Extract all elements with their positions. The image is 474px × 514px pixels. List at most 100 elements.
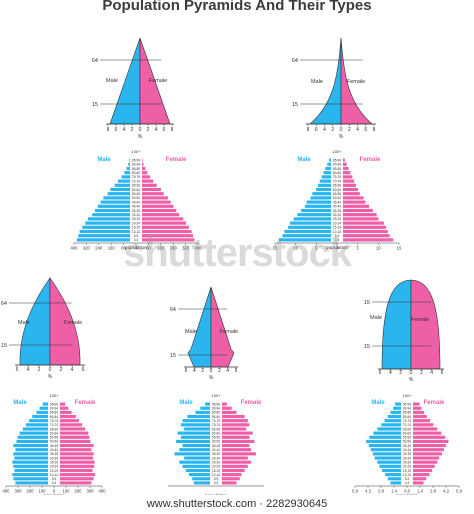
shape-3-tick-label-6: 6	[82, 367, 85, 373]
pyramid-4-age-label-30-34: 30-34	[212, 456, 220, 460]
pyramid-1-female-bar-5-9	[142, 234, 194, 238]
pyramid-4-age-label-35-39: 35-39	[212, 452, 220, 456]
pyramid-4-age-label-0-4: 0-4	[214, 481, 219, 485]
pyramid-1-male-bar-0-4	[76, 238, 130, 242]
pyramid-5-male-bar-35-39	[372, 452, 401, 456]
pyramid-2-male-bar-85-89	[325, 166, 331, 171]
pyramid-3-age-label-25-29: 25-29	[50, 460, 58, 464]
pyramid-2-age-label-65-69: 65-69	[333, 184, 341, 188]
pyramid-2-tick-label-5: 10	[376, 246, 381, 251]
pyramid-4-female-bar-25-29	[222, 460, 252, 464]
pyramid-2-male-bar-25-29	[293, 217, 331, 221]
shape-5-percent-label: %	[409, 377, 414, 383]
pyramid-1-tick-label-1: 320	[83, 246, 91, 251]
pyramid-1-tick-label-9: 320	[182, 246, 190, 251]
shape-4-tick-label-3: 0	[210, 368, 213, 374]
pyramid-3-male-bar-35-39	[13, 452, 49, 456]
pyramid-2-age-label-90-94: 90-94	[333, 163, 341, 167]
pyramid-4-male-bar-95-99	[205, 402, 210, 406]
shape-3-tick-label-3: 0	[49, 367, 52, 373]
pyramid-1-age-label-40-44: 40-44	[132, 205, 140, 209]
pyramid-5-age-label-45-49: 45-49	[403, 444, 411, 448]
pyramid-4-male-bar-15-19	[185, 468, 210, 473]
pyramid-3-male-bar-95-99	[42, 402, 48, 406]
pyramid-5-female-bar-5-9	[413, 477, 427, 481]
pyramid-5-age-label-55-59: 55-59	[403, 436, 411, 440]
shape-5-tick-label-0: 6	[379, 370, 382, 376]
pyramid-2-age-label-40-44: 40-44	[333, 205, 341, 209]
shape-2-female-label: Female	[347, 79, 365, 85]
pyramid-3-male-bar-30-34	[14, 456, 48, 460]
pyramid-3-female-bar-15-19	[60, 468, 93, 473]
pyramid-5-tick-label-2: 2.8	[378, 489, 384, 494]
pyramid-1-female-bar-20-24	[142, 221, 187, 225]
pyramid-2-age-label-15-19: 15-19	[333, 226, 341, 230]
pyramid-4-female-bar-15-19	[222, 468, 245, 473]
pyramid-5-female-bar-65-69	[413, 427, 438, 431]
pyramid-4-female-bar-0-4	[222, 481, 237, 485]
page-title: Population Pyramids And Their Types	[102, 0, 372, 14]
pyramid-1-age-label-75-79: 75-79	[132, 175, 140, 179]
pyramid-1-male-bar-95-99	[129, 158, 130, 162]
pyramid-2-age-label-60-64: 60-64	[333, 188, 341, 192]
shape-1-tick-label-5: 2	[147, 127, 150, 133]
pyramid-1-age-label-10-14: 10-14	[132, 230, 140, 234]
pyramid-3-age-label-40-44: 40-44	[50, 448, 58, 452]
pyramid-5-female-bar-90-94	[413, 406, 422, 410]
pyramid-3-age-label-15-19: 15-19	[50, 469, 58, 473]
pyramid-1-male-bar-15-19	[82, 225, 130, 229]
pyramid-2-female-bar-80-84	[343, 171, 351, 175]
pyramid-3-male-bar-90-94	[39, 406, 48, 410]
shape-4-male-label: Male	[185, 329, 197, 335]
pyramid-1-female-bar-45-49	[142, 200, 171, 204]
pyramid-4-female-bar-85-89	[222, 410, 237, 414]
pyramid-2-female-bar-75-79	[343, 175, 353, 179]
pyramid-3-female-bar-35-39	[60, 452, 94, 456]
pyramid-1-male-bar-40-44	[97, 204, 130, 208]
pyramid-4-male-bar-30-34	[184, 456, 210, 460]
pyramid-2-female-bar-50-54	[343, 196, 364, 200]
pyramid-5-age-label-65-69: 65-69	[403, 427, 411, 431]
pyramid-4-age-label-70-74: 70-74	[212, 423, 220, 427]
pyramid-2-tick-label-1: 10	[293, 246, 298, 251]
pyramid-3-male-bar-5-9	[13, 477, 49, 481]
pyramid-4-female-bar-60-64	[222, 431, 253, 435]
pyramid-4-female-bar-30-34	[222, 456, 248, 460]
pyramid-2-female-bar-90-94	[343, 162, 347, 166]
pyramid-5-male-bar-95-99	[395, 402, 401, 406]
pyramid-4-female-bar-75-79	[222, 419, 248, 423]
pyramid-1-age-label-80-84: 80-84	[132, 171, 140, 175]
pyramid-2-legend-female: Female	[360, 157, 381, 163]
pyramid-4-female-bar-80-84	[222, 414, 245, 419]
pyramid-5-female-bar-25-29	[413, 460, 438, 464]
pyramid-2-male-bar-70-74	[319, 179, 331, 183]
pyramid-3-male-bar-50-54	[16, 439, 48, 443]
pyramid-1-tick-label-0: 400	[71, 246, 79, 251]
pyramid-5-female-bar-10-14	[413, 473, 430, 477]
pyramid-5-age-label-5-9: 5-9	[405, 477, 410, 481]
pyramid-1-male-bar-80-84	[124, 171, 130, 175]
pyramid-2-male-bar-50-54	[310, 196, 331, 200]
pyramid-5-age-label-15-19: 15-19	[403, 469, 411, 473]
pyramid-5-legend-male: Male	[371, 400, 385, 406]
pyramid-3-legend-male: Male	[13, 400, 27, 406]
shape-5-male-label: Male	[370, 315, 382, 321]
pyramid-2-legend-male: Male	[297, 157, 311, 163]
pyramid-5-female-bar-85-89	[413, 410, 425, 414]
pyramid-3-age-label-70-74: 70-74	[50, 423, 58, 427]
pyramid-4-age-label-20-24: 20-24	[212, 465, 220, 469]
pyramid-5-male-bar-25-29	[377, 460, 401, 464]
pyramid-3-age-label-50-54: 50-54	[50, 440, 58, 444]
shape-2-percent-label: %	[339, 134, 344, 140]
pyramid-5-age-label-70-74: 70-74	[403, 423, 411, 427]
pyramid-3-female-bar-0-4	[60, 481, 92, 485]
shape-1-age-mark-2: 15	[92, 102, 98, 108]
pyramid-5-tick-label-7: 4.2	[443, 489, 449, 494]
shape-4-age-mark-2: 15	[170, 353, 176, 359]
shape-4-female-label: Female	[220, 329, 238, 335]
shape-5-age-mark-1: 15	[364, 300, 370, 306]
pyramid-5-male-bar-75-79	[384, 419, 401, 423]
shape-5-tick-label-5: 4	[430, 370, 433, 376]
shape-5-tick-label-1: 4	[389, 370, 392, 376]
shape-1-tick-label-2: 4	[123, 127, 126, 133]
